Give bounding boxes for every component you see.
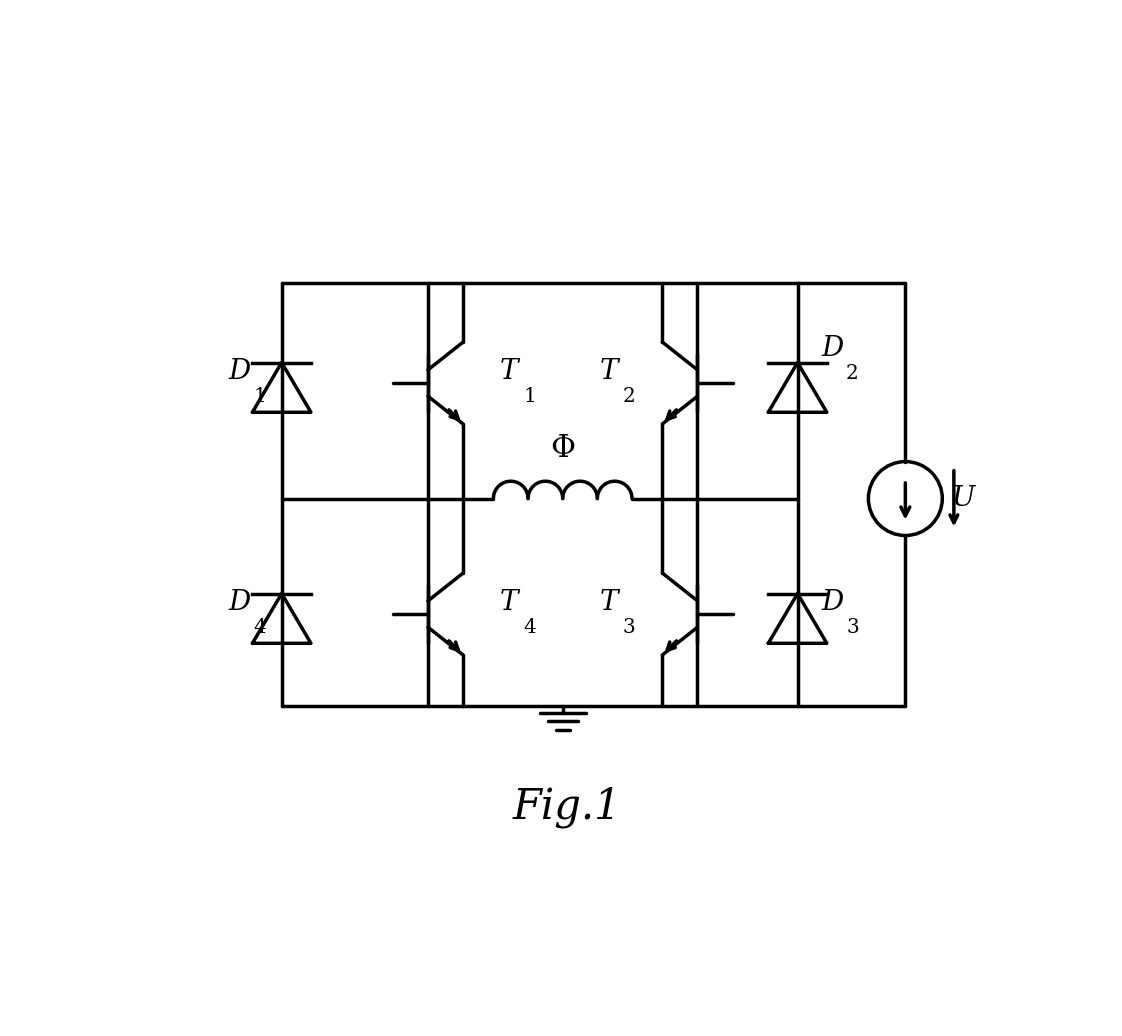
Text: 4: 4 [523, 617, 536, 637]
Text: 1: 1 [523, 386, 536, 406]
Text: T: T [599, 589, 618, 616]
Text: D: D [821, 335, 844, 362]
Text: 3: 3 [623, 617, 635, 637]
Text: 4: 4 [254, 617, 266, 637]
Text: T: T [500, 589, 518, 616]
Text: 1: 1 [254, 386, 266, 406]
Text: Φ: Φ [550, 433, 576, 464]
Text: T: T [500, 358, 518, 385]
Text: T: T [599, 358, 618, 385]
Text: 3: 3 [846, 617, 858, 637]
Text: D: D [228, 589, 250, 616]
Text: 2: 2 [623, 386, 635, 406]
Text: D: D [228, 358, 250, 385]
Text: D: D [821, 589, 844, 616]
Text: 2: 2 [846, 364, 858, 382]
Text: Fig.1: Fig.1 [513, 785, 620, 828]
Text: U: U [951, 485, 975, 512]
